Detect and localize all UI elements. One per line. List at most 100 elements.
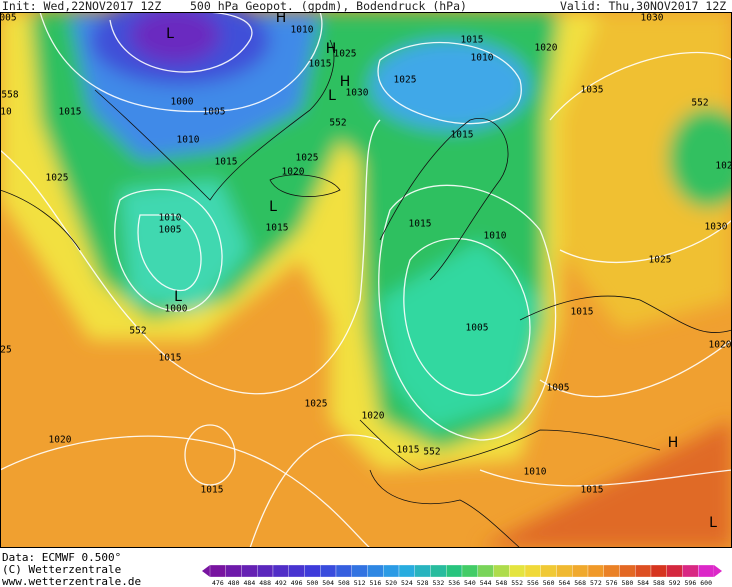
isobar-label: 1010: [159, 213, 182, 224]
colorbar-swatch: [524, 564, 541, 578]
isobar-label: 005: [0, 13, 17, 24]
isobar-label: 1015: [159, 353, 182, 364]
colorbar: 476 480 484 488 492 496 500 504 508 512 516 520 524 5…: [202, 564, 722, 587]
colorbar-swatch: [650, 564, 667, 578]
isobar-label: 25: [0, 345, 11, 356]
isobar-label: 552: [329, 118, 346, 129]
isobar-label: 1020: [535, 43, 558, 54]
isobar-label: 1030: [641, 13, 664, 24]
copyright: (C) Wetterzentrale: [2, 563, 121, 576]
init-time: Init: Wed,22NOV2017 12Z: [2, 0, 161, 13]
colorbar-arrow: [202, 565, 210, 577]
map-title: 500 hPa Geopot. (gpdm), Bodendruck (hPa): [190, 0, 467, 13]
isobar-label: 1015: [581, 485, 604, 496]
colorbar-label: 592: [669, 579, 681, 587]
colorbar-swatch: [698, 564, 715, 578]
colorbar-label: 548: [496, 579, 508, 587]
colorbar-label: 492: [275, 579, 287, 587]
colorbar-swatch: [556, 564, 573, 578]
isobar-label: 1005: [547, 383, 570, 394]
colorbar-label: 596: [685, 579, 697, 587]
isobar-label: 1010: [484, 231, 507, 242]
isobar-label: 1025: [296, 153, 319, 164]
colorbar-swatch: [367, 564, 384, 578]
colorbar-label: 540: [464, 579, 476, 587]
colorbar-swatch: [666, 564, 683, 578]
isobar-label: 1035: [581, 85, 604, 96]
isobar-label: 1010: [177, 135, 200, 146]
isobar-label: 1000: [165, 304, 188, 315]
colorbar-label: 528: [417, 579, 429, 587]
isobar-label: 1010: [291, 25, 314, 36]
pressure-center: L: [269, 199, 277, 215]
colorbar-label: 512: [354, 579, 366, 587]
colorbar-swatch: [398, 564, 415, 578]
map-field: 0051010102510151030101510101020103010251…: [0, 10, 732, 548]
colorbar-arrow: [714, 565, 722, 577]
pressure-center: H: [326, 41, 337, 57]
colorbar-label: 532: [433, 579, 445, 587]
colorbar-swatch: [320, 564, 337, 578]
isobar-label: 1015: [397, 445, 420, 456]
colorbar-swatch: [493, 564, 510, 578]
isobar-label: 552: [129, 326, 146, 337]
isobar-label: 1015: [309, 59, 332, 70]
colorbar-label: 564: [559, 579, 571, 587]
isobar-label: 1015: [59, 107, 82, 118]
colorbar-swatch: [572, 564, 589, 578]
isobar-label: 1025: [334, 49, 357, 60]
data-source: Data: ECMWF 0.500°: [2, 551, 121, 564]
colorbar-label: 552: [511, 579, 523, 587]
colorbar-swatch: [225, 564, 242, 578]
colorbar-label: 556: [527, 579, 539, 587]
colorbar-label: 536: [448, 579, 460, 587]
isobar-label: 1020: [362, 411, 385, 422]
isobar-label: 1015: [409, 219, 432, 230]
isobar-label: 10: [0, 107, 12, 118]
colorbar-swatch: [272, 564, 289, 578]
isobar-label: 1025: [305, 399, 328, 410]
website: www.wetterzentrale.de: [2, 575, 141, 587]
colorbar-swatch: [477, 564, 494, 578]
pressure-center: L: [166, 26, 174, 42]
colorbar-swatch: [351, 564, 368, 578]
colorbar-swatch: [619, 564, 636, 578]
colorbar-swatch: [509, 564, 526, 578]
colorbar-label: 600: [700, 579, 712, 587]
isobar-label: 558: [1, 90, 18, 101]
colorbar-label: 480: [228, 579, 240, 587]
colorbar-label: 476: [212, 579, 224, 587]
colorbar-swatch: [335, 564, 352, 578]
isobar-label: 1025: [394, 75, 417, 86]
colorbar-swatch: [241, 564, 258, 578]
isobar-label: 1015: [451, 130, 474, 141]
colorbar-swatch: [257, 564, 274, 578]
isobar-label: 1015: [461, 35, 484, 46]
isobar-label: 1005: [159, 225, 182, 236]
isobar-label: 1005: [203, 107, 226, 118]
colorbar-label: 580: [622, 579, 634, 587]
colorbar-swatch: [209, 564, 226, 578]
colorbar-label: 584: [637, 579, 649, 587]
isobar-label: 1015: [571, 307, 594, 318]
colorbar-label: 496: [291, 579, 303, 587]
isobar-label: 1020: [709, 340, 732, 351]
colorbar-label: 572: [590, 579, 602, 587]
colorbar-label: 504: [322, 579, 334, 587]
colorbar-swatch: [461, 564, 478, 578]
pressure-center: L: [328, 88, 336, 104]
colorbar-swatch: [446, 564, 463, 578]
valid-time: Valid: Thu,30NOV2017 12Z: [560, 0, 726, 13]
map-labels: 0051010102510151030101510101020103010251…: [0, 10, 732, 531]
colorbar-swatch: [430, 564, 447, 578]
colorbar-swatch: [682, 564, 699, 578]
colorbar-label: 484: [244, 579, 256, 587]
pressure-center: H: [276, 10, 287, 26]
isobar-label: 552: [423, 447, 440, 458]
colorbar-label: 500: [307, 579, 319, 587]
colorbar-label: 488: [259, 579, 271, 587]
colorbar-swatch: [304, 564, 321, 578]
colorbar-label: 544: [480, 579, 492, 587]
isobar-label: 1030: [346, 88, 369, 99]
